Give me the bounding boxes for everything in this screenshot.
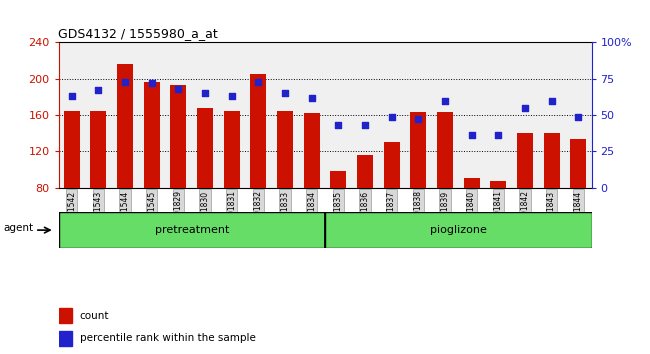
- Bar: [357, 155, 373, 188]
- Point: [94, 87, 104, 93]
- Point: [360, 122, 370, 128]
- Point: [333, 122, 343, 128]
- Text: pretreatment: pretreatment: [155, 225, 229, 235]
- Bar: [410, 112, 426, 188]
- Point: [280, 90, 291, 96]
- Point: [520, 105, 530, 110]
- Bar: [58, 212, 325, 248]
- Bar: [224, 110, 240, 188]
- Text: agent: agent: [3, 223, 33, 233]
- Bar: [463, 178, 480, 188]
- Text: percentile rank within the sample: percentile rank within the sample: [80, 333, 255, 343]
- Point: [573, 114, 584, 119]
- Text: pioglizone: pioglizone: [430, 225, 487, 235]
- Point: [493, 132, 504, 138]
- Bar: [90, 110, 107, 188]
- Bar: [517, 133, 533, 188]
- Bar: [58, 331, 72, 346]
- Bar: [325, 212, 592, 248]
- Point: [413, 116, 424, 122]
- Point: [227, 93, 237, 99]
- Point: [439, 98, 450, 103]
- Point: [467, 132, 477, 138]
- Point: [120, 79, 130, 85]
- Bar: [437, 112, 453, 188]
- Point: [200, 90, 211, 96]
- Point: [386, 114, 396, 119]
- Point: [307, 95, 317, 101]
- Point: [547, 98, 557, 103]
- Bar: [250, 74, 266, 188]
- Point: [67, 93, 77, 99]
- Point: [254, 79, 264, 85]
- Bar: [58, 308, 72, 323]
- Bar: [197, 108, 213, 188]
- Text: count: count: [80, 311, 109, 321]
- Bar: [570, 139, 586, 188]
- Text: GDS4132 / 1555980_a_at: GDS4132 / 1555980_a_at: [58, 27, 218, 40]
- Bar: [117, 64, 133, 188]
- Bar: [304, 113, 320, 188]
- Bar: [490, 181, 506, 188]
- Bar: [330, 171, 346, 188]
- Bar: [170, 85, 187, 188]
- Point: [147, 80, 157, 86]
- Point: [173, 86, 184, 92]
- Bar: [543, 133, 560, 188]
- Bar: [144, 82, 160, 188]
- Bar: [384, 142, 400, 188]
- Bar: [64, 110, 80, 188]
- Bar: [277, 110, 293, 188]
